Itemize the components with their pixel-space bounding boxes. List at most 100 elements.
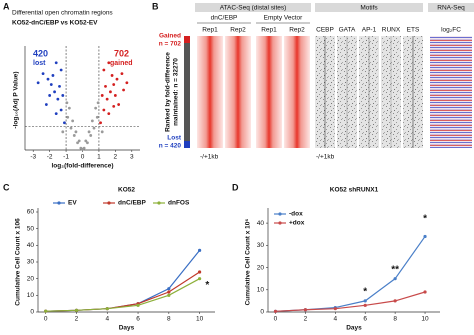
lost-count: n = 420 bbox=[159, 143, 182, 150]
x-tick-label: 6 bbox=[136, 316, 140, 323]
series-line bbox=[45, 278, 200, 312]
point bbox=[59, 68, 63, 72]
panel-label: C bbox=[3, 182, 10, 192]
point bbox=[58, 84, 61, 88]
legend-marker bbox=[157, 201, 161, 205]
group-label: Empty Vector bbox=[264, 15, 303, 22]
panel-b: B ATAC-Seq (distal sites) Motifs RNA-Seq… bbox=[152, 1, 474, 161]
rna-heatmap bbox=[430, 36, 472, 148]
point bbox=[95, 115, 99, 119]
point bbox=[69, 126, 73, 130]
rank-bar bbox=[184, 36, 190, 148]
point bbox=[100, 94, 104, 97]
rep-label: Rep1 bbox=[202, 27, 218, 34]
annotation: * bbox=[205, 280, 209, 291]
y-tick-label: 0 bbox=[260, 309, 264, 316]
lost-label: Lost bbox=[167, 135, 182, 142]
point bbox=[102, 108, 106, 112]
point bbox=[48, 94, 52, 97]
motif-label: AP-1 bbox=[362, 27, 377, 34]
x-axis-label: log₂(fold-difference) bbox=[51, 163, 113, 170]
group-label: dnC/EBP bbox=[211, 15, 238, 22]
y-tick-label: 0 bbox=[30, 309, 34, 316]
point bbox=[94, 106, 98, 110]
x-tick-label: 10 bbox=[421, 316, 429, 323]
window-label: -/+1kb bbox=[316, 154, 335, 161]
point bbox=[115, 77, 119, 81]
header-bar bbox=[315, 3, 423, 12]
motif-label: ETS bbox=[407, 27, 420, 34]
window-label: -/+1kb bbox=[200, 154, 219, 161]
x-tick-label: 0 bbox=[81, 154, 85, 161]
point bbox=[104, 84, 107, 88]
point bbox=[65, 101, 69, 105]
point bbox=[76, 141, 79, 145]
point bbox=[112, 104, 116, 108]
point bbox=[56, 97, 60, 101]
point bbox=[92, 126, 96, 130]
point bbox=[423, 234, 427, 239]
legend-label: dnC/EBP bbox=[118, 200, 146, 207]
x-tick-label: 2 bbox=[114, 154, 118, 161]
x-tick-label: 0 bbox=[44, 316, 48, 323]
point bbox=[54, 61, 58, 65]
y-tick-label: 40 bbox=[257, 220, 265, 227]
rank-bar-gained bbox=[184, 36, 190, 43]
x-tick-label: -1 bbox=[63, 154, 69, 161]
point bbox=[53, 90, 56, 94]
chart-title: KO52 bbox=[118, 187, 135, 194]
x-tick-label: 4 bbox=[333, 316, 337, 323]
point bbox=[41, 72, 45, 76]
annotation: ** bbox=[391, 264, 399, 275]
panel-label: D bbox=[232, 182, 239, 192]
point bbox=[113, 94, 117, 97]
point bbox=[110, 74, 114, 77]
point bbox=[125, 81, 129, 85]
x-tick-label: 8 bbox=[167, 316, 171, 323]
y-axis-label: Cumulative Cell Count x 106 bbox=[15, 218, 22, 306]
x-tick-label: 10 bbox=[196, 316, 204, 323]
point bbox=[167, 293, 171, 297]
section-header: Motifs bbox=[360, 5, 378, 12]
annotation: lost bbox=[33, 60, 46, 67]
point bbox=[89, 134, 93, 137]
chart-title: KO52 shRUNX1 bbox=[330, 187, 379, 194]
point bbox=[107, 61, 111, 65]
x-tick-label: 8 bbox=[393, 316, 397, 323]
header-bar bbox=[428, 3, 474, 12]
point bbox=[72, 134, 76, 137]
point bbox=[363, 299, 367, 303]
point bbox=[96, 101, 100, 105]
header-bar bbox=[195, 3, 311, 12]
panel-label: A bbox=[3, 1, 10, 11]
point bbox=[105, 307, 109, 311]
x-tick-label: 0 bbox=[274, 316, 278, 323]
y-axis-label: Cumulative Cell Count x 10⁶ bbox=[245, 219, 252, 306]
point bbox=[198, 248, 202, 252]
point bbox=[44, 309, 48, 313]
point bbox=[46, 77, 50, 81]
x-tick-label: 1 bbox=[97, 154, 101, 161]
legend-marker bbox=[107, 201, 111, 205]
point bbox=[423, 290, 427, 294]
x-axis-label: Days bbox=[119, 325, 135, 332]
point bbox=[303, 308, 307, 312]
point bbox=[136, 303, 140, 307]
y-tick-label: 30 bbox=[27, 259, 35, 266]
rep-label: Rep2 bbox=[289, 27, 305, 34]
y-tick-label: 30 bbox=[257, 242, 265, 249]
point bbox=[122, 88, 125, 92]
point bbox=[49, 83, 53, 86]
y-tick-label: 40 bbox=[27, 242, 35, 249]
section-header: RNA-Seq bbox=[437, 5, 465, 12]
ranked-label: Ranked by fold-difference bbox=[165, 52, 172, 132]
annotation: 420 bbox=[33, 48, 48, 58]
point bbox=[63, 121, 66, 125]
point bbox=[90, 119, 94, 123]
x-axis-label: Days bbox=[346, 325, 362, 332]
rep-label: Rep1 bbox=[261, 27, 277, 34]
heatmap bbox=[225, 36, 251, 148]
section-header: ATAC-Seq (distal sites) bbox=[220, 5, 287, 12]
point bbox=[99, 121, 102, 125]
